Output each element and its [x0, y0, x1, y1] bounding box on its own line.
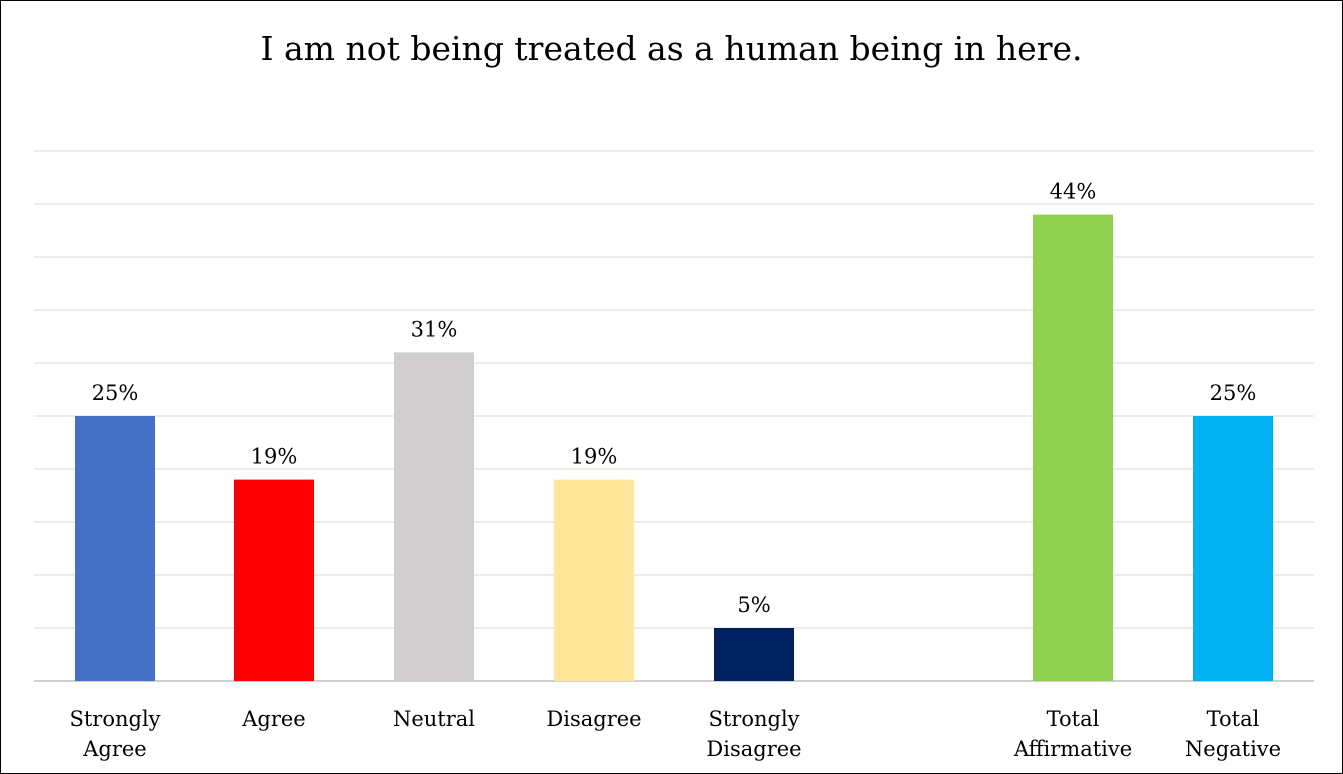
category-label: Disagree: [706, 737, 801, 761]
data-label: 25%: [92, 381, 139, 405]
bar: [75, 416, 155, 681]
category-label: Strongly: [708, 707, 799, 731]
bar: [714, 628, 794, 681]
data-label: 19%: [571, 445, 618, 469]
category-label: Affirmative: [1013, 737, 1132, 761]
category-label: Total: [1047, 707, 1100, 731]
category-label: Strongly: [69, 707, 160, 731]
category-label: Neutral: [393, 707, 475, 731]
category-label: Agree: [82, 737, 147, 761]
category-label: Agree: [241, 707, 306, 731]
category-label: Negative: [1185, 737, 1281, 761]
bar: [554, 479, 634, 681]
bar: [234, 479, 314, 681]
bar: [1193, 416, 1273, 681]
category-label: Total: [1207, 707, 1260, 731]
data-label: 5%: [737, 593, 770, 617]
bar: [1033, 214, 1113, 681]
bar: [394, 352, 474, 681]
data-label: 19%: [251, 445, 298, 469]
data-label: 44%: [1050, 180, 1097, 204]
data-label: 25%: [1210, 381, 1257, 405]
category-label: Disagree: [546, 707, 641, 731]
gridlines: [34, 150, 1314, 682]
data-label: 31%: [411, 317, 458, 341]
chart-title: I am not being treated as a human being …: [260, 29, 1083, 68]
